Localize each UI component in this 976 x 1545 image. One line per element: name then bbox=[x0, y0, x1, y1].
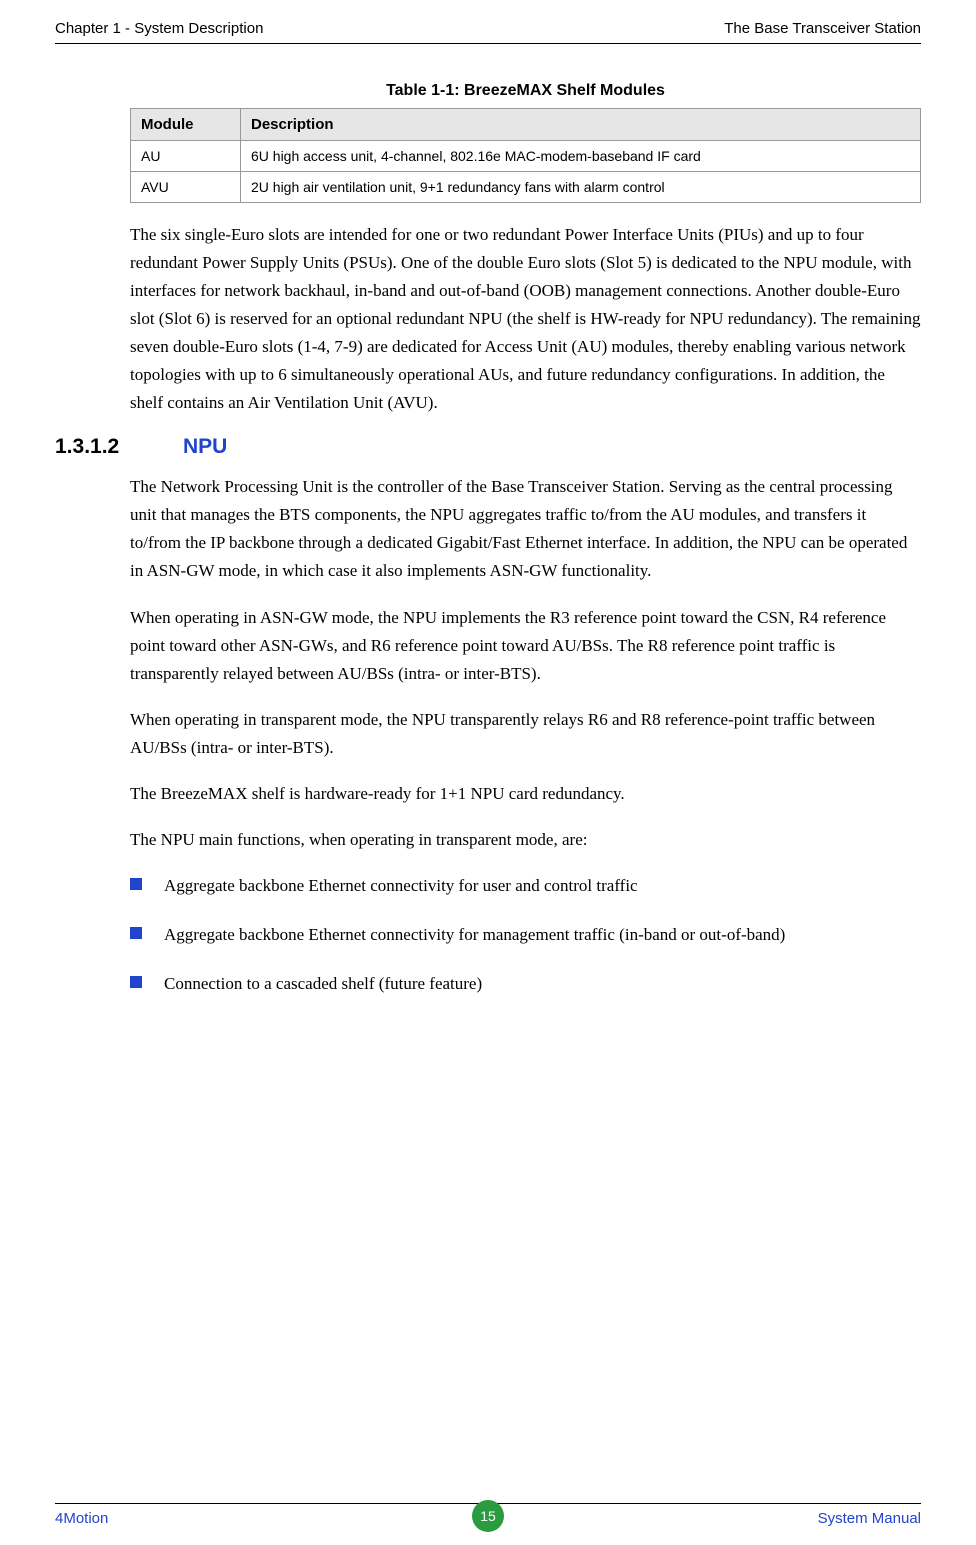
section-number: 1.3.1.2 bbox=[55, 435, 183, 459]
page-number-badge: 15 bbox=[472, 1500, 504, 1532]
page-footer: 4Motion 15 System Manual bbox=[55, 1503, 921, 1527]
bullet-list: Aggregate backbone Ethernet connectivity… bbox=[130, 872, 921, 998]
table-header-cell: Description bbox=[241, 109, 921, 141]
footer-left: 4Motion bbox=[55, 1510, 108, 1527]
body-paragraph: The BreezeMAX shelf is hardware-ready fo… bbox=[130, 780, 921, 808]
header-right: The Base Transceiver Station bbox=[724, 20, 921, 37]
body-paragraph: The NPU main functions, when operating i… bbox=[130, 826, 921, 854]
section-title: NPU bbox=[183, 435, 227, 459]
table-header-row: Module Description bbox=[131, 109, 921, 141]
body-paragraph: When operating in ASN-GW mode, the NPU i… bbox=[130, 604, 921, 688]
table-header-cell: Module bbox=[131, 109, 241, 141]
page-header: Chapter 1 - System Description The Base … bbox=[55, 20, 921, 44]
footer-right: System Manual bbox=[818, 1510, 921, 1527]
modules-table: Module Description AU 6U high access uni… bbox=[130, 108, 921, 203]
table-caption: Table 1-1: BreezeMAX Shelf Modules bbox=[130, 82, 921, 100]
list-item: Aggregate backbone Ethernet connectivity… bbox=[130, 872, 921, 899]
list-item: Connection to a cascaded shelf (future f… bbox=[130, 970, 921, 997]
list-item: Aggregate backbone Ethernet connectivity… bbox=[130, 921, 921, 948]
table-cell: 2U high air ventilation unit, 9+1 redund… bbox=[241, 172, 921, 203]
section-heading: 1.3.1.2 NPU bbox=[55, 435, 921, 459]
table-row: AVU 2U high air ventilation unit, 9+1 re… bbox=[131, 172, 921, 203]
table-cell: AVU bbox=[131, 172, 241, 203]
body-paragraph: The six single-Euro slots are intended f… bbox=[130, 221, 921, 417]
table-cell: 6U high access unit, 4-channel, 802.16e … bbox=[241, 141, 921, 172]
body-paragraph: When operating in transparent mode, the … bbox=[130, 706, 921, 762]
body-paragraph: The Network Processing Unit is the contr… bbox=[130, 473, 921, 585]
page-content: Table 1-1: BreezeMAX Shelf Modules Modul… bbox=[55, 82, 921, 997]
header-left: Chapter 1 - System Description bbox=[55, 20, 263, 37]
table-cell: AU bbox=[131, 141, 241, 172]
table-row: AU 6U high access unit, 4-channel, 802.1… bbox=[131, 141, 921, 172]
